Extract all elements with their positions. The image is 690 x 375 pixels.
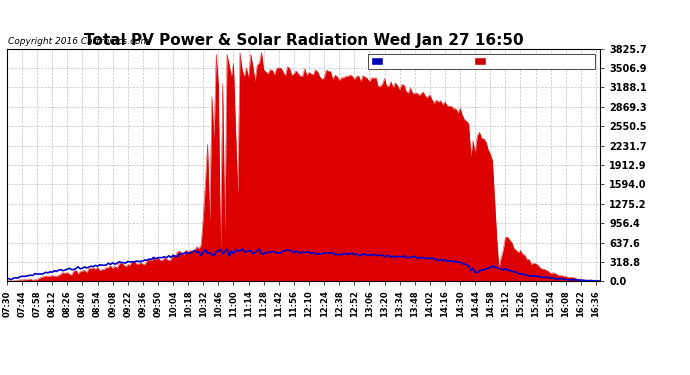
Legend: Radiation (W/m2), PV Panels (DC Watts): Radiation (W/m2), PV Panels (DC Watts)	[368, 54, 595, 69]
Text: Copyright 2016 Cartronics.com: Copyright 2016 Cartronics.com	[8, 38, 149, 46]
Title: Total PV Power & Solar Radiation Wed Jan 27 16:50: Total PV Power & Solar Radiation Wed Jan…	[83, 33, 524, 48]
